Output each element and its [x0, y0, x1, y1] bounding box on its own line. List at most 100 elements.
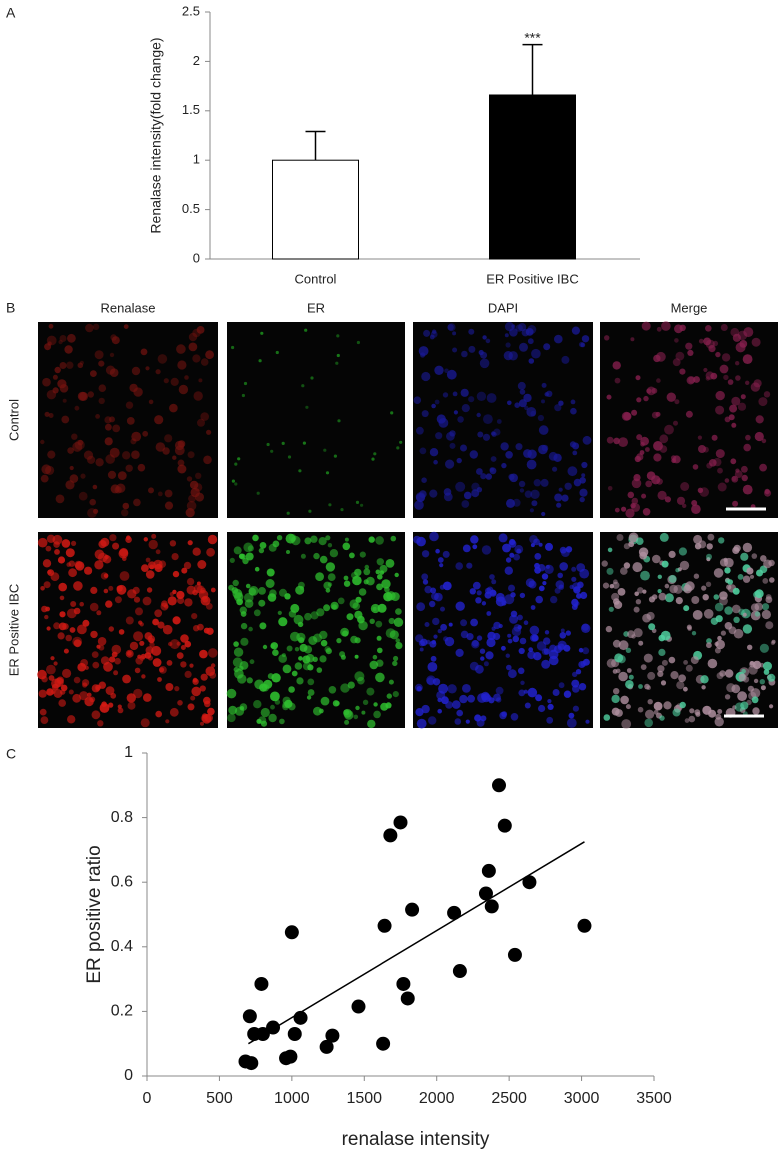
cell [543, 648, 551, 655]
cell [40, 586, 45, 591]
cell [152, 658, 162, 667]
cell [258, 359, 262, 363]
cell [466, 633, 474, 641]
cell [389, 630, 399, 640]
cell [169, 540, 177, 547]
cell [352, 602, 361, 610]
cell [703, 446, 709, 453]
cell [354, 637, 361, 644]
x-tick-label: Control [295, 271, 337, 286]
cell [48, 675, 55, 681]
cell [196, 581, 201, 586]
cell [553, 645, 562, 654]
cell [528, 358, 535, 364]
cell [745, 434, 751, 441]
cell [533, 538, 540, 546]
cell [252, 534, 259, 542]
cell [335, 361, 339, 365]
cell [359, 551, 366, 558]
cell [163, 378, 169, 384]
cell [239, 661, 249, 670]
cell [475, 597, 482, 604]
cell [177, 700, 183, 706]
cell [504, 566, 513, 575]
cell [611, 707, 620, 716]
cell [435, 548, 440, 554]
cell [210, 663, 216, 668]
cell [45, 465, 55, 475]
cell [460, 619, 468, 627]
cell [431, 403, 436, 409]
cell [288, 686, 295, 693]
cell [431, 592, 439, 601]
cell [80, 473, 86, 479]
point [400, 991, 415, 1006]
cell [67, 715, 76, 724]
cell [304, 612, 312, 621]
cell [518, 647, 525, 655]
cell [452, 347, 458, 353]
cell [177, 360, 187, 370]
cell [118, 548, 129, 559]
cell [297, 621, 304, 628]
cell [693, 573, 700, 579]
cell [638, 547, 649, 557]
cell [564, 482, 572, 490]
cell [581, 623, 591, 633]
cell [512, 635, 520, 643]
cell [765, 594, 772, 600]
cell [706, 638, 712, 644]
cell [421, 704, 430, 714]
cell [367, 719, 376, 729]
cell [135, 607, 143, 616]
column-label: Renalase [101, 300, 156, 315]
cell [742, 575, 751, 583]
cell [98, 397, 105, 405]
cell [79, 691, 89, 701]
cell [430, 331, 438, 338]
cell [328, 686, 337, 694]
cell [68, 560, 76, 567]
cell [399, 440, 403, 444]
cell [294, 647, 300, 652]
y-axis-label: ER positive ratio [84, 845, 105, 983]
cell [507, 633, 512, 638]
cell [433, 459, 438, 465]
cell [607, 486, 613, 491]
cell [53, 541, 60, 548]
cell [310, 535, 318, 543]
cell [691, 596, 700, 604]
cell [683, 686, 688, 692]
cell [67, 447, 74, 454]
cell [484, 591, 492, 599]
cell [96, 610, 102, 616]
cell [554, 493, 563, 502]
cell [763, 661, 772, 671]
cell [726, 584, 732, 590]
cell [452, 700, 461, 709]
cell [92, 661, 100, 669]
cell [98, 384, 107, 393]
cell [505, 451, 513, 459]
cell [133, 387, 143, 397]
cell [731, 476, 737, 482]
cell [438, 683, 449, 694]
cell [606, 436, 614, 444]
cell [122, 674, 131, 684]
cell [127, 589, 137, 599]
cell [237, 457, 241, 461]
panel-label: A [6, 5, 16, 21]
cell [534, 562, 540, 569]
cell [40, 716, 49, 724]
cell [423, 329, 431, 337]
cell [79, 601, 84, 607]
point [284, 925, 299, 940]
cell [607, 547, 613, 553]
cell [445, 701, 453, 709]
cell [376, 659, 384, 667]
cell [692, 610, 703, 620]
cell [286, 645, 293, 652]
cell [717, 635, 722, 641]
cell [505, 342, 511, 348]
cell [529, 535, 538, 544]
